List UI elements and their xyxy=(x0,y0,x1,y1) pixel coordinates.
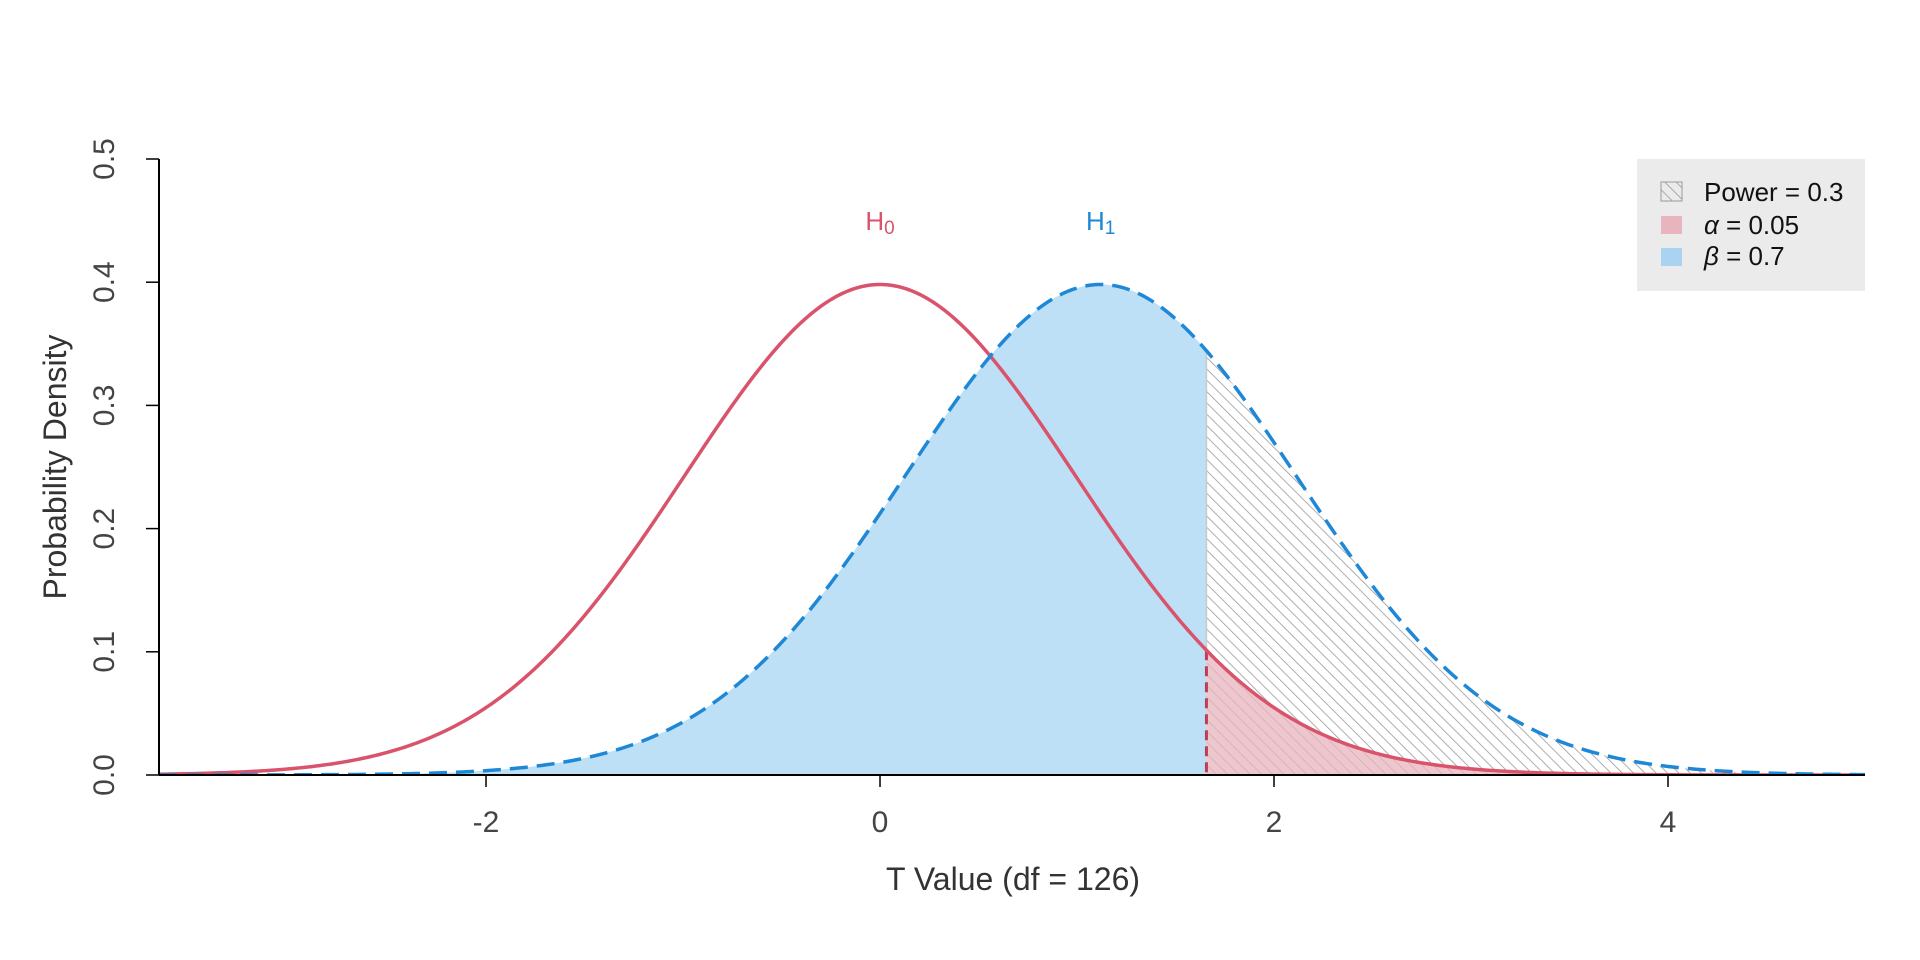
y-axis-title: Probability Density xyxy=(37,335,73,600)
legend: Power = 0.3 α = 0.05 β = 0.7 xyxy=(1637,159,1865,291)
axes: -2 0 2 4 0.0 0.1 0.2 0.3 0.4 0.5 xyxy=(88,138,1865,839)
x-tick-label: 2 xyxy=(1266,806,1283,839)
curve-h1 xyxy=(159,282,1865,776)
x-ticks: -2 0 2 4 xyxy=(473,775,1677,839)
y-ticks: 0.0 0.1 0.2 0.3 0.4 0.5 xyxy=(88,138,159,796)
x-tick-label: 0 xyxy=(872,806,889,839)
legend-label-alpha: α = 0.05 xyxy=(1704,210,1799,240)
legend-swatch-power xyxy=(1660,181,1683,202)
x-tick-label: -2 xyxy=(473,806,500,839)
y-tick-label: 0.1 xyxy=(88,631,121,673)
density-curves xyxy=(159,282,1865,776)
y-tick-label: 0.2 xyxy=(88,508,121,550)
legend-swatch-beta xyxy=(1661,248,1682,266)
hypothesis-label-h1: H1 xyxy=(1086,206,1115,239)
legend-label-beta: β = 0.7 xyxy=(1703,241,1785,271)
y-tick-label: 0.0 xyxy=(88,754,121,796)
shaded-regions xyxy=(159,284,1865,775)
y-tick-label: 0.5 xyxy=(88,138,121,180)
beta-region xyxy=(159,284,1207,775)
hypothesis-label-h0: H0 xyxy=(865,206,894,239)
alpha-region xyxy=(1206,650,1865,775)
hypothesis-labels: H0 H1 xyxy=(865,206,1115,239)
power-region xyxy=(1206,350,1865,775)
curve-h0 xyxy=(159,282,1865,776)
legend-label-power: Power = 0.3 xyxy=(1704,177,1843,207)
y-tick-label: 0.3 xyxy=(88,385,121,427)
x-axis-title: T Value (df = 126) xyxy=(886,861,1140,897)
y-tick-label: 0.4 xyxy=(88,261,121,303)
x-tick-label: 4 xyxy=(1660,806,1677,839)
legend-swatch-alpha xyxy=(1661,216,1682,234)
